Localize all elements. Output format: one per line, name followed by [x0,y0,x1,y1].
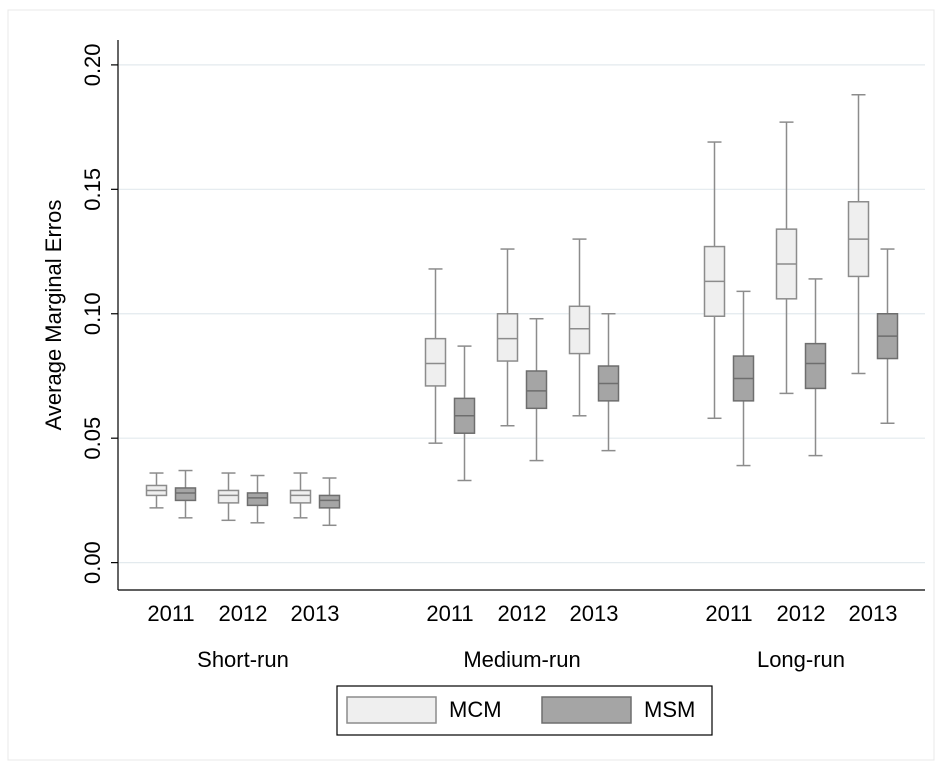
y-tick-label: 0.20 [80,43,105,86]
x-tick-label: 2013 [291,601,340,626]
x-tick-label: 2011 [426,601,473,626]
y-tick-label: 0.05 [80,417,105,460]
box [525,370,548,410]
x-tick-label: 2011 [147,601,194,626]
x-tick-label: 2011 [705,601,752,626]
y-axis-title: Average Marginal Erros [41,200,66,431]
x-tick-label: 2012 [498,601,547,626]
legend-swatch [346,696,437,724]
legend-label: MSM [644,697,695,722]
box [217,489,240,504]
box [424,337,447,387]
x-tick-label: 2013 [570,601,619,626]
group-label: Medium-run [463,647,580,672]
legend-swatch [541,696,632,724]
legend-label: MCM [449,697,502,722]
y-tick-label: 0.10 [80,292,105,335]
box [496,313,519,362]
x-tick-label: 2012 [219,601,268,626]
box [246,492,269,507]
group-label: Long-run [757,647,845,672]
box [174,487,197,502]
box [289,489,312,504]
box [568,305,591,355]
y-tick-label: 0.15 [80,168,105,211]
x-tick-label: 2012 [777,601,826,626]
box [318,494,341,509]
x-tick-label: 2013 [849,601,898,626]
group-label: Short-run [197,647,289,672]
chart-frame [7,9,935,761]
box [804,342,827,390]
y-tick-label: 0.00 [80,541,105,584]
